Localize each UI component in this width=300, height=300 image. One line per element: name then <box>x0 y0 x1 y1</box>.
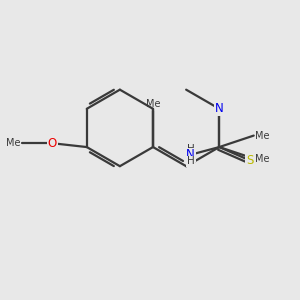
Text: S: S <box>246 154 254 167</box>
Text: N: N <box>215 102 224 115</box>
Text: Me: Me <box>146 99 160 109</box>
Text: H: H <box>187 156 194 166</box>
Text: Me: Me <box>255 154 270 164</box>
Text: N: N <box>186 148 195 161</box>
Text: O: O <box>48 137 57 150</box>
Text: H: H <box>187 144 194 154</box>
Text: Me: Me <box>255 130 270 141</box>
Text: Me: Me <box>6 138 20 148</box>
